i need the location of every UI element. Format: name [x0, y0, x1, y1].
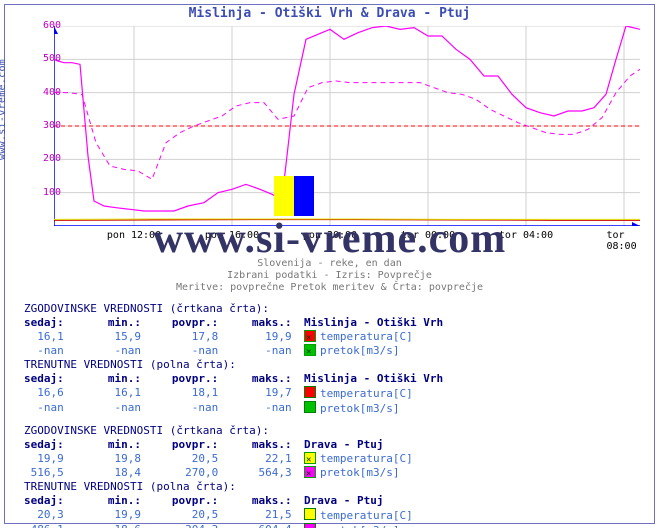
- cell: 486,1: [24, 523, 88, 528]
- legend-entry: ✕temperatura[C]: [304, 452, 574, 466]
- col-header: sedaj:: [24, 316, 88, 330]
- x-tick-label: pon 20:00: [303, 230, 357, 241]
- cell: 19,9: [232, 330, 304, 344]
- cell: -nan: [232, 401, 304, 416]
- cell: 17,8: [152, 330, 232, 344]
- x-tick-label: pon 12:00: [107, 230, 161, 241]
- col-header: maks.:: [232, 494, 304, 508]
- site-vertical-label: www.si-vreme.com: [0, 59, 8, 160]
- chart-title: Mislinja - Otiški Vrh & Drava - Ptuj: [0, 6, 659, 21]
- y-tick-label: 300: [21, 120, 61, 131]
- col-header: min.:: [88, 316, 152, 330]
- cell: 604,4: [232, 523, 304, 528]
- station-name: Drava - Ptuj: [304, 494, 574, 508]
- station-name: Mislinja - Otiški Vrh: [304, 372, 574, 386]
- legend-entry: pretok[m3/s]: [304, 523, 574, 528]
- cell: 304,3: [152, 523, 232, 528]
- y-tick-label: 500: [21, 53, 61, 64]
- caption-2: Izbrani podatki - Izris: Povprečje: [0, 270, 659, 281]
- cell: -nan: [232, 344, 304, 358]
- cell: 18,1: [152, 386, 232, 401]
- y-tick-label: 400: [21, 87, 61, 98]
- cell: 15,9: [88, 330, 152, 344]
- cell: 20,5: [152, 452, 232, 466]
- col-header: sedaj:: [24, 438, 88, 452]
- block-header: TRENUTNE VREDNOSTI (polna črta):: [24, 480, 574, 494]
- col-header: povpr.:: [152, 372, 232, 386]
- legend-entry: temperatura[C]: [304, 386, 574, 401]
- cell: 19,9: [88, 508, 152, 523]
- caption-1: Slovenija - reke, en dan: [0, 258, 659, 269]
- legend-entry: temperatura[C]: [304, 508, 574, 523]
- y-tick-label: 100: [21, 187, 61, 198]
- cell: 16,1: [88, 386, 152, 401]
- y-tick-label: 200: [21, 153, 61, 164]
- cell: 16,1: [24, 330, 88, 344]
- cell: 16,6: [24, 386, 88, 401]
- legend-entry: pretok[m3/s]: [304, 401, 574, 416]
- station-name: Mislinja - Otiški Vrh: [304, 316, 574, 330]
- x-tick-label: tor 04:00: [499, 230, 553, 241]
- cell: 270,0: [152, 466, 232, 480]
- cell: 18,6: [88, 523, 152, 528]
- cell: -nan: [88, 401, 152, 416]
- x-tick-label: tor 08:00: [607, 230, 642, 252]
- col-header: sedaj:: [24, 494, 88, 508]
- col-header: sedaj:: [24, 372, 88, 386]
- cell: 20,3: [24, 508, 88, 523]
- col-header: povpr.:: [152, 494, 232, 508]
- station-name: Drava - Ptuj: [304, 438, 574, 452]
- col-header: maks.:: [232, 316, 304, 330]
- legend-entry: ✕pretok[m3/s]: [304, 344, 574, 358]
- col-header: maks.:: [232, 372, 304, 386]
- col-header: min.:: [88, 438, 152, 452]
- x-tick-label: tor 00:00: [401, 230, 455, 241]
- cell: -nan: [24, 344, 88, 358]
- x-tick-label: pon 16:00: [205, 230, 259, 241]
- col-header: povpr.:: [152, 438, 232, 452]
- cell: 564,3: [232, 466, 304, 480]
- block-header: ZGODOVINSKE VREDNOSTI (črtkana črta):: [24, 424, 574, 438]
- cell: -nan: [152, 401, 232, 416]
- block-header: TRENUTNE VREDNOSTI (polna črta):: [24, 358, 574, 372]
- col-header: min.:: [88, 372, 152, 386]
- cell: -nan: [152, 344, 232, 358]
- chart-svg: [54, 26, 640, 226]
- y-tick-label: 600: [21, 20, 61, 31]
- cell: 22,1: [232, 452, 304, 466]
- col-header: min.:: [88, 494, 152, 508]
- cell: -nan: [24, 401, 88, 416]
- cell: 516,5: [24, 466, 88, 480]
- cell: 19,7: [232, 386, 304, 401]
- cell: 19,9: [24, 452, 88, 466]
- legend-entry: ✕temperatura[C]: [304, 330, 574, 344]
- cell: 20,5: [152, 508, 232, 523]
- block-header: ZGODOVINSKE VREDNOSTI (črtkana črta):: [24, 302, 574, 316]
- cell: 21,5: [232, 508, 304, 523]
- col-header: povpr.:: [152, 316, 232, 330]
- cell: 19,8: [88, 452, 152, 466]
- data-tables: ZGODOVINSKE VREDNOSTI (črtkana črta):sed…: [24, 302, 574, 528]
- caption-3: Meritve: povprečne Pretok meritev & Črta…: [0, 282, 659, 293]
- chart-area: [54, 26, 640, 226]
- col-header: maks.:: [232, 438, 304, 452]
- legend-entry: ✕pretok[m3/s]: [304, 466, 574, 480]
- cell: 18,4: [88, 466, 152, 480]
- cell: -nan: [88, 344, 152, 358]
